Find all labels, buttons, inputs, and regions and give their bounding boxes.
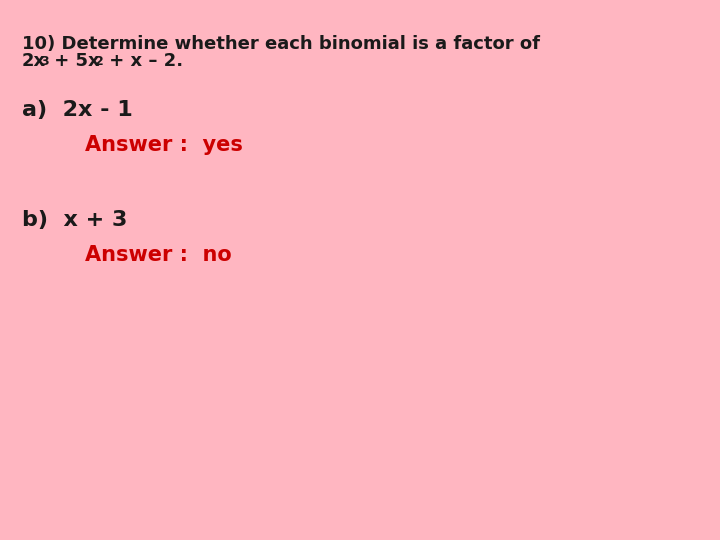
- Text: a)  2x - 1: a) 2x - 1: [22, 100, 132, 120]
- Text: 10) Determine whether each binomial is a factor of: 10) Determine whether each binomial is a…: [22, 35, 540, 53]
- Text: 2x: 2x: [22, 52, 46, 70]
- Text: 3: 3: [40, 55, 49, 68]
- Text: + 5x: + 5x: [48, 52, 99, 70]
- Text: + x – 2.: + x – 2.: [103, 52, 183, 70]
- Text: Answer :  yes: Answer : yes: [85, 135, 243, 155]
- Text: 2: 2: [95, 55, 104, 68]
- Text: Answer :  no: Answer : no: [85, 245, 232, 265]
- Text: b)  x + 3: b) x + 3: [22, 210, 127, 230]
